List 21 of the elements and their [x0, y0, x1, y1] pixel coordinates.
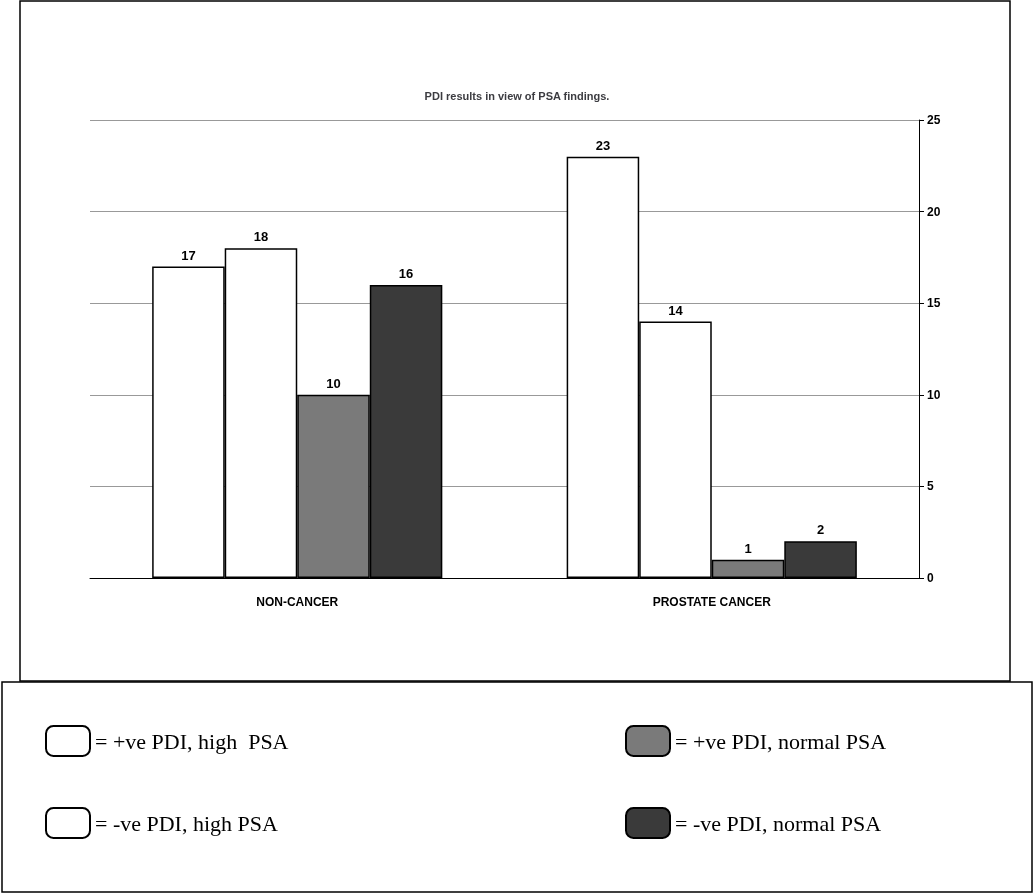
y-tick-label: 10	[927, 387, 941, 402]
data-label: 2	[816, 522, 825, 538]
data-label: 14	[668, 302, 684, 318]
data-label: 1	[744, 540, 752, 556]
data-label: 23	[595, 137, 611, 153]
legend-label: = -ve PDI, high PSA	[95, 810, 279, 836]
y-tick-label: 15	[927, 296, 941, 311]
x-tick-label: NON-CANCER	[256, 595, 339, 609]
legend-label: = +ve PDI, high PSA	[95, 728, 289, 754]
x-tick-label: PROSTATE CANCER	[652, 595, 772, 609]
data-label: 10	[326, 375, 341, 391]
data-label: 18	[253, 229, 269, 245]
data-label: 17	[181, 247, 196, 263]
chart-title: PDI results in view of PSA findings.	[424, 89, 610, 102]
y-tick-label: 20	[927, 204, 941, 219]
y-tick-label: 0	[927, 571, 934, 585]
y-tick-label: 5	[927, 479, 934, 494]
legend-label: = -ve PDI, normal PSA	[675, 810, 882, 836]
legend-label: = +ve PDI, normal PSA	[675, 728, 887, 754]
data-label: 16	[398, 265, 414, 281]
y-tick-label: 25	[927, 113, 941, 127]
